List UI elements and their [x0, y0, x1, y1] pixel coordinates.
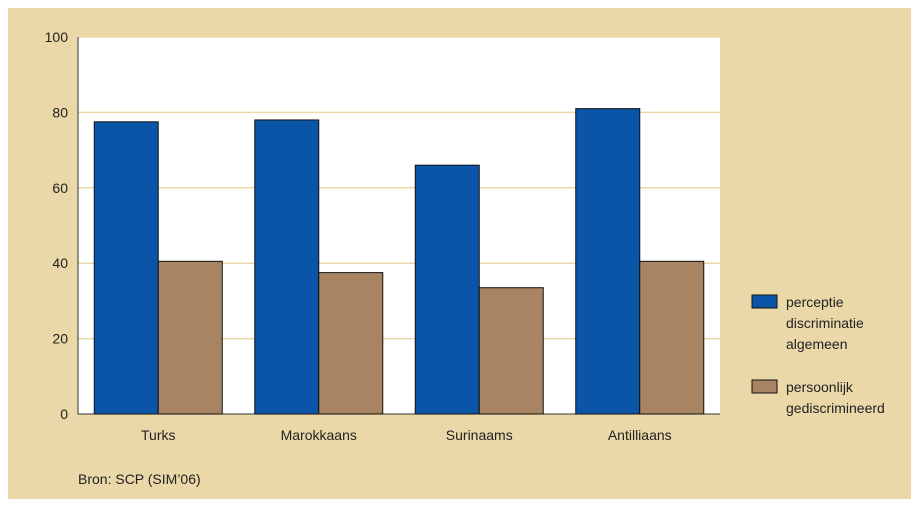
x-category-label: Surinaams: [446, 427, 513, 443]
x-category-label: Marokkaans: [281, 427, 357, 443]
bar-2-turks: [157, 260, 223, 415]
x-category-label: Turks: [141, 427, 175, 443]
bar-1-surinaams: [414, 164, 480, 415]
bar-2-antilliaans: [639, 260, 705, 415]
y-tick-label: 0: [60, 406, 68, 422]
legend: perceptie discriminatie algemeen persoonlij…: [751, 294, 885, 416]
bar-2-surinaams: [478, 287, 544, 415]
y-tick-label: 20: [52, 331, 68, 347]
legend-swatch-2: [751, 379, 778, 394]
y-tick-label: 80: [52, 104, 68, 120]
bar-1-turks: [93, 121, 159, 415]
y-tick-label: 100: [45, 29, 69, 45]
y-tick-label: 60: [52, 180, 68, 196]
legend-label-2: persoonlijk gediscrimineerd: [786, 379, 885, 416]
y-tick-labels: 0 20 40 60 80 100: [45, 29, 69, 422]
bars: [93, 108, 705, 415]
source-note: Bron: SCP (SIM’06): [78, 471, 201, 487]
bar-2-marokkaans: [318, 272, 384, 415]
bar-1-marokkaans: [254, 119, 320, 415]
bar-1-antilliaans: [575, 108, 641, 415]
legend-swatch-1: [751, 294, 778, 309]
legend-label-1: perceptie discriminatie algemeen: [786, 294, 864, 352]
y-tick-label: 40: [52, 255, 68, 271]
x-category-labels: Turks Marokkaans Surinaams Antilliaans: [141, 427, 672, 443]
x-category-label: Antilliaans: [608, 427, 672, 443]
